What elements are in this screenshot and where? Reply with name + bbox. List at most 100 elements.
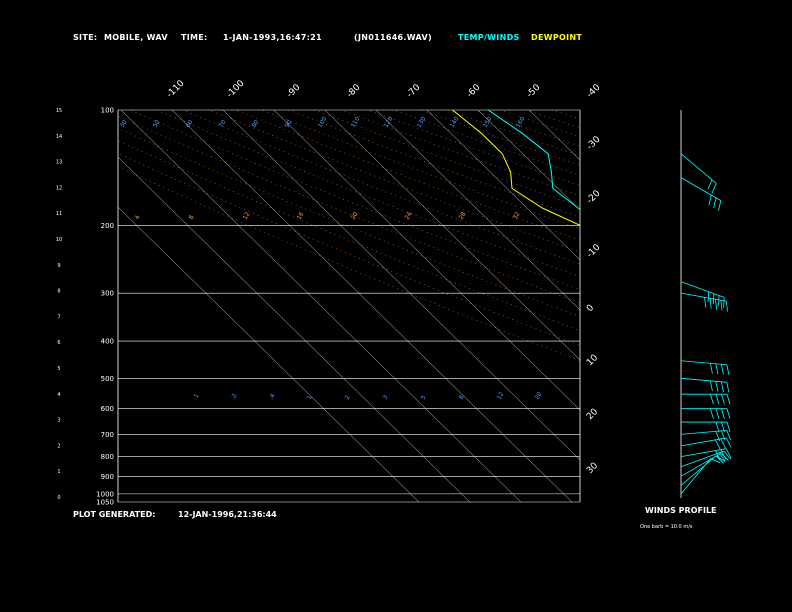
wind-barb-feather (713, 197, 717, 209)
adiabat-label-top: 60 (185, 119, 195, 129)
height-tick-label: 9 (57, 263, 60, 269)
dry-adiabat (156, 110, 580, 278)
adiabat-label-top: 30 (119, 119, 129, 129)
pressure-label: 700 (101, 431, 114, 439)
wind-barb-feather (715, 394, 720, 405)
wind-barb-shaft (680, 455, 717, 486)
wind-barb-shaft (680, 429, 727, 435)
dry-adiabat (261, 110, 580, 230)
wind-barb-shaft (680, 452, 722, 477)
adiabat-label-top: 160 (515, 115, 527, 129)
mixing-ratio-label: 2 (344, 394, 352, 401)
wind-barb-feather (726, 394, 731, 405)
wind-barb-feather (708, 194, 712, 206)
wind-barb-shaft (680, 292, 727, 302)
height-tick-label: 5 (57, 366, 60, 372)
wind-barb-feather (726, 382, 730, 393)
wind-barb-feather (723, 297, 725, 308)
mixing-ratio-label: 5 (420, 394, 428, 401)
wind-barb-feather (723, 450, 731, 460)
moist-adiabat (649, 263, 792, 494)
wind-barb-feather (711, 183, 717, 194)
wind-barb-feather (704, 297, 707, 308)
dry-adiabat (235, 110, 580, 241)
skewed-temp-label: -100 (225, 78, 247, 100)
height-tick-label: 6 (57, 340, 60, 346)
wind-barb-feather (709, 380, 713, 392)
wind-barb-feather (726, 430, 732, 441)
adiabat-label-top: 70 (218, 119, 228, 129)
adiabat-label-top: 90 (284, 119, 294, 129)
wind-barb-feather (720, 449, 726, 460)
wind-barb-shaft (680, 281, 725, 298)
moist-adiabat (773, 263, 792, 494)
adiabat-label-mid: 8 (188, 214, 196, 221)
plot-generated-label: PLOT GENERATED: (73, 510, 156, 519)
mixing-ratio-label: 1 (306, 394, 314, 401)
wind-barb-feather (707, 179, 713, 190)
mixing-ratio-label: 20 (534, 391, 544, 401)
dry-adiabat (341, 110, 580, 197)
adiabat-label-top: 140 (449, 115, 461, 129)
height-tick-label: 14 (56, 134, 62, 140)
pressure-label: 400 (101, 338, 114, 346)
wind-barb-feather (715, 363, 719, 375)
wind-barb-feather (725, 301, 728, 312)
wind-barb-feather (726, 421, 731, 433)
right-temp-label: -30 (585, 134, 603, 152)
mixing-ratio-label: 8 (458, 394, 466, 401)
dry-adiabat (118, 166, 580, 361)
isotherm (375, 110, 580, 311)
right-temp-label: 30 (585, 461, 600, 476)
wind-barb-shaft (680, 153, 717, 184)
height-tick-label: 15 (56, 108, 62, 114)
wind-barb-shaft (680, 360, 727, 366)
wind-barb-feather (726, 364, 730, 376)
wind-barb-feather (718, 200, 722, 211)
right-temp-label: -10 (585, 242, 603, 260)
wind-barb-feather (720, 381, 724, 393)
moist-adiabat (687, 263, 792, 494)
adiabat-label-mid: 32 (512, 211, 522, 221)
mixing-ratio-label: 3 (382, 394, 390, 401)
adiabat-label-mid: 4 (134, 214, 142, 221)
right-temp-label: 10 (585, 353, 600, 368)
wind-barb-feather (712, 293, 715, 305)
height-tick-label: 12 (56, 185, 62, 191)
mixing-ratio-label: 12 (496, 391, 506, 401)
wind-barb-feather (718, 452, 726, 462)
dry-adiabat (525, 110, 580, 129)
adiabat-label-top: 80 (251, 119, 261, 129)
dry-adiabat (393, 110, 580, 176)
wind-barb-feather (721, 394, 725, 405)
wind-barb-feather (715, 439, 721, 450)
height-tick-label: 7 (57, 314, 60, 320)
height-tick-label: 3 (57, 418, 60, 424)
adiabat-label-mid: 12 (242, 211, 252, 221)
mixing-ratio-label: .4 (268, 392, 277, 401)
skewed-temp-label: -110 (165, 78, 187, 100)
wind-barb-feather (715, 381, 719, 392)
legend-dewpoint: DEWPOINT (531, 33, 583, 42)
skewed-temp-label: -40 (585, 82, 603, 100)
dry-adiabat (473, 110, 580, 147)
wind-barb-shaft (680, 450, 725, 468)
wind-barb-shaft (680, 437, 727, 447)
wind-barb-feather (725, 448, 732, 459)
height-tick-label: 13 (56, 160, 62, 166)
wind-barb-feather (709, 298, 712, 309)
isotherm (528, 110, 580, 161)
time-label: TIME: (181, 33, 208, 42)
height-tick-label: 11 (56, 211, 62, 217)
dry-adiabat (118, 127, 580, 317)
adiabat-label-top: 130 (416, 115, 428, 129)
isotherm (733, 110, 792, 502)
plot-generated-value: 12-JAN-1996,21:36:44 (178, 510, 277, 519)
legend-temp-winds: TEMP/WINDS (458, 33, 520, 42)
right-temp-label: -20 (585, 188, 603, 206)
wind-barb-feather (718, 295, 720, 306)
temperature-line (487, 110, 580, 210)
header: SITE: MOBILE, WAV TIME: 1-JAN-1993,16:47… (0, 0, 792, 60)
isotherm-lines (118, 110, 792, 502)
height-tick-label: 1 (57, 469, 60, 475)
